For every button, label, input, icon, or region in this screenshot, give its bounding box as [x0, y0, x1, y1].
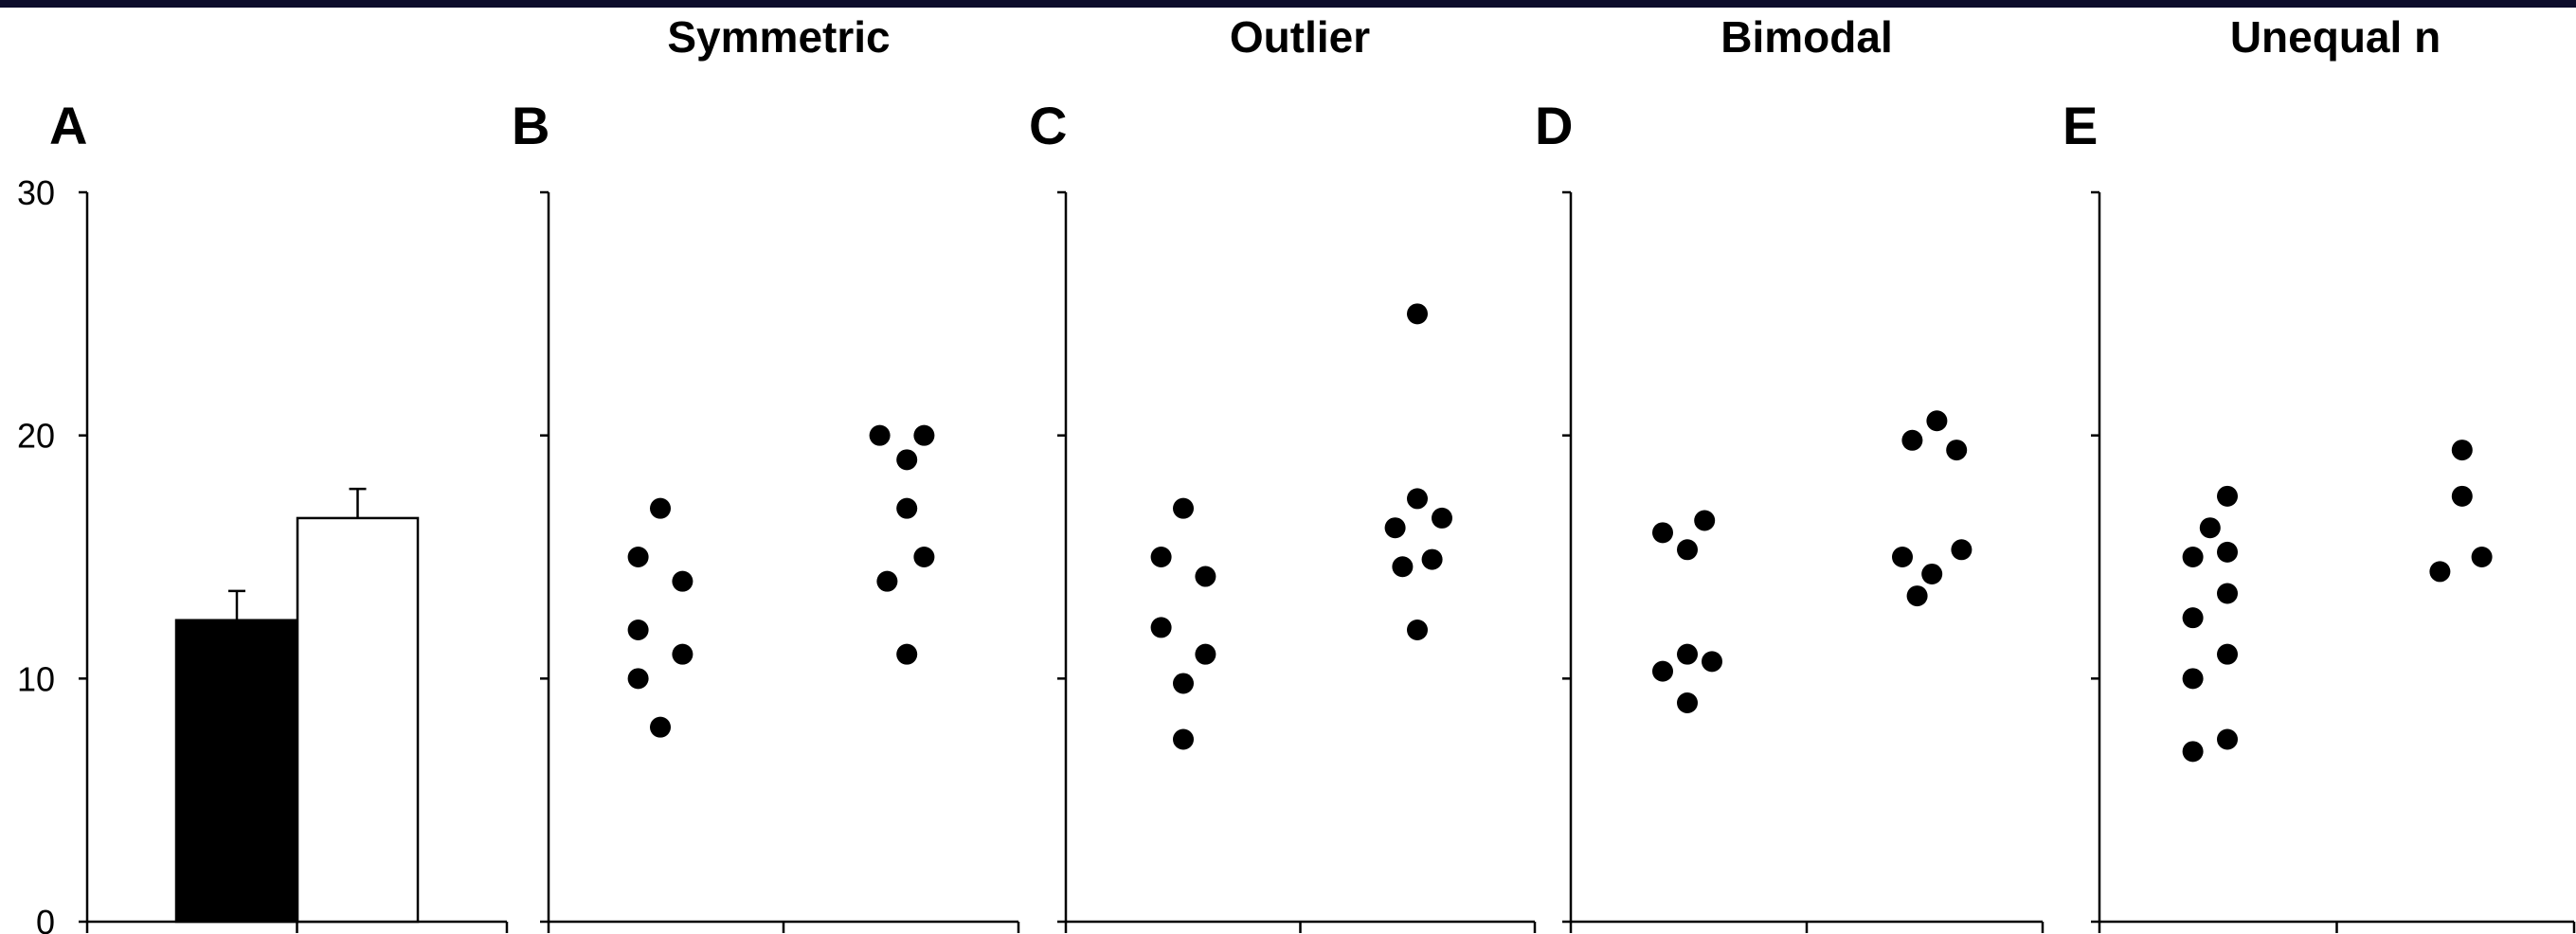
panel-label-a: A — [49, 96, 87, 155]
data-point — [2451, 440, 2473, 461]
data-point — [2429, 561, 2451, 583]
data-point — [627, 547, 649, 567]
data-point — [2182, 741, 2204, 763]
data-point — [1173, 497, 1194, 519]
data-point — [1946, 440, 1968, 461]
y-tick-label: 0 — [36, 903, 55, 934]
bar — [296, 516, 420, 924]
top-border — [0, 0, 2576, 8]
data-point — [2182, 607, 2204, 629]
data-point — [1195, 566, 1216, 587]
data-point — [1173, 728, 1194, 750]
data-point — [913, 547, 935, 567]
data-point — [913, 424, 935, 446]
y-tick-label: 20 — [17, 417, 55, 456]
data-point — [627, 668, 649, 690]
data-point — [650, 716, 671, 738]
data-point — [1926, 410, 1948, 432]
panel-label-d: D — [1535, 96, 1573, 155]
data-point — [1432, 507, 1452, 529]
data-point — [1901, 429, 1923, 451]
data-point — [627, 620, 649, 640]
data-point — [1407, 488, 1428, 510]
data-point — [2182, 547, 2204, 567]
data-point — [896, 497, 918, 519]
data-point — [672, 643, 694, 665]
data-point — [1892, 547, 1913, 567]
data-point — [896, 449, 918, 471]
data-point — [2199, 517, 2221, 539]
data-point — [1384, 517, 1406, 539]
data-point — [1694, 510, 1716, 531]
data-point — [1921, 563, 1943, 584]
panel-title-b: Symmetric — [667, 12, 890, 62]
data-point — [2451, 485, 2473, 507]
data-point — [1195, 643, 1216, 665]
data-point — [1173, 673, 1194, 694]
data-point — [1407, 303, 1428, 325]
data-point — [869, 424, 891, 446]
data-point — [2217, 728, 2238, 750]
data-point — [1677, 643, 1698, 665]
data-point — [672, 570, 694, 592]
data-point — [1392, 556, 1414, 578]
data-point — [2217, 583, 2238, 604]
panel-title-e: Unequal n — [2230, 12, 2441, 62]
data-point — [1677, 539, 1698, 561]
y-tick-label: 30 — [17, 173, 55, 212]
data-point — [2217, 485, 2238, 507]
data-point — [1421, 548, 1443, 570]
data-point — [2217, 643, 2238, 665]
panel-title-d: Bimodal — [1720, 12, 1892, 62]
data-point — [1150, 547, 1172, 567]
data-point — [1150, 617, 1172, 638]
data-point — [1677, 692, 1698, 713]
bar — [174, 619, 299, 924]
panel-label-c: C — [1029, 96, 1067, 155]
data-point — [1407, 620, 1428, 640]
data-point — [650, 497, 671, 519]
y-tick-label: 10 — [17, 659, 55, 698]
data-point — [1702, 651, 1722, 673]
data-point — [1951, 539, 1973, 561]
data-point — [1906, 585, 1928, 607]
data-point — [2471, 547, 2493, 567]
panel-title-c: Outlier — [1230, 12, 1370, 62]
panel-label-e: E — [2063, 96, 2098, 155]
data-point — [896, 643, 918, 665]
data-point — [876, 570, 898, 592]
data-point — [2182, 668, 2204, 690]
panel-label-b: B — [512, 96, 549, 155]
data-point — [1652, 660, 1673, 682]
data-point — [2217, 541, 2238, 563]
data-point — [1652, 522, 1673, 544]
